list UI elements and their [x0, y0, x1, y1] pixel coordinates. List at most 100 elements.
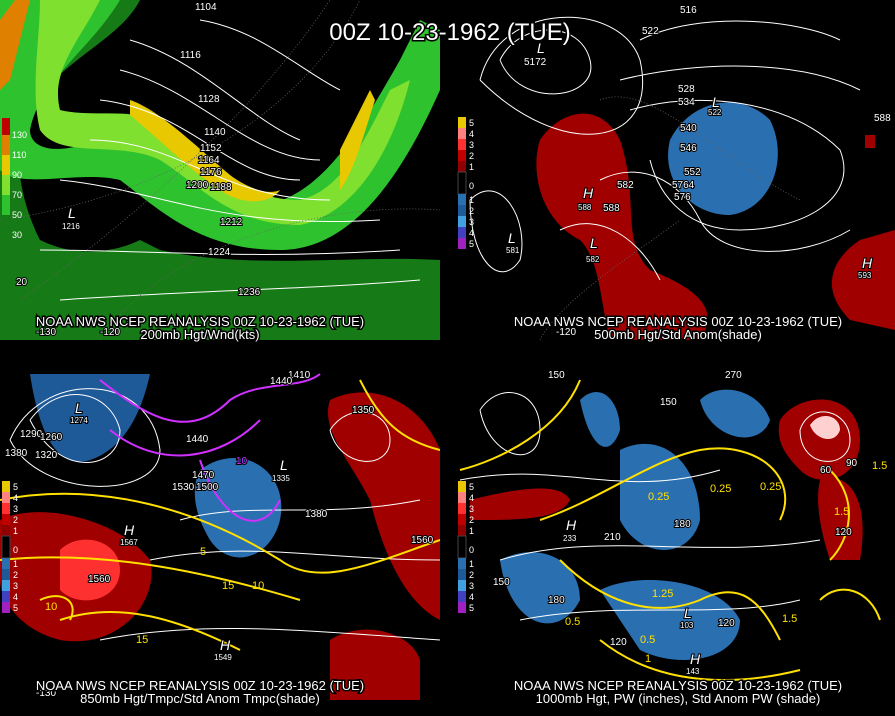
legend-label: 1 [469, 559, 474, 569]
legend-swatch [458, 525, 466, 536]
legend-label: 0 [469, 545, 474, 555]
subcaption: 850mb Hgt/Tmpc/Std Anom Tmpc(shade) [80, 691, 320, 706]
legend-swatch [458, 602, 466, 613]
legend-label: 1 [13, 526, 18, 536]
legend-label: 3 [469, 504, 474, 514]
lat-label: 20 [16, 277, 28, 288]
legend-swatch [458, 492, 466, 503]
anomaly-positive [330, 629, 420, 700]
temp-label: 10 [45, 601, 57, 613]
contour-label: 516 [680, 5, 697, 16]
high-value: 1549 [214, 653, 232, 662]
contour-label: 5764 [672, 180, 695, 191]
low-marker: L [280, 457, 288, 473]
high-marker: H [220, 637, 231, 653]
legend-label: 130 [12, 130, 27, 140]
anomaly-positive [470, 399, 863, 560]
legend-swatch [457, 171, 467, 195]
legend-label: 3 [13, 504, 18, 514]
legend: 5 4 3 2 1 0 1 2 3 4 5 [457, 117, 474, 249]
pw-label: 0.5 [640, 634, 655, 646]
legend-label: 5 [469, 239, 474, 249]
contour-label: 1560 [411, 535, 434, 546]
contour-label: 1140 [204, 127, 226, 138]
legend-label: 2 [469, 206, 474, 216]
contour-label: 546 [680, 143, 697, 154]
pw-label: 1.5 [872, 460, 887, 472]
low-value: 1335 [272, 474, 290, 483]
contour-label: 1152 [200, 143, 222, 154]
pw-label: 0.25 [760, 481, 781, 493]
legend-label: 3 [13, 581, 18, 591]
anomaly-positive [60, 539, 120, 601]
high-value: 588 [578, 203, 592, 212]
caption: NOAA NWS NCEP REANALYSIS 00Z 10-23-1962 … [36, 678, 364, 693]
legend-label: 1 [13, 559, 18, 569]
temp-label: 15 [222, 580, 234, 592]
legend-swatch [2, 580, 10, 591]
legend-swatch [2, 558, 10, 569]
legend-swatch [2, 569, 10, 580]
legend-swatch [2, 591, 10, 602]
low-value: 103 [680, 621, 694, 630]
anomaly-positive [810, 415, 840, 440]
legend-label: 5 [469, 603, 474, 613]
legend-label: 70 [12, 190, 22, 200]
contour-label: 60 [820, 465, 832, 476]
legend-swatch [2, 118, 10, 135]
legend-label: 2 [469, 151, 474, 161]
legend-swatch [458, 558, 466, 569]
wind-shade [340, 90, 375, 190]
contour-label: 1260 [40, 432, 63, 443]
legend-swatch [458, 503, 466, 514]
legend-label: 3 [469, 581, 474, 591]
legend-swatch [2, 195, 10, 215]
contour-label: 120 [835, 527, 852, 538]
contour-label: 1200 [186, 180, 209, 191]
high-marker: H [583, 185, 594, 201]
contour-label: 1104 [195, 2, 217, 13]
contour-label: 1212 [220, 217, 243, 228]
legend-label: 5 [13, 603, 18, 613]
legend-label: 1 [469, 195, 474, 205]
contour-label: 1440 [186, 434, 209, 445]
panel-850mb: L 1274 1290 1260 1380 1320 1410 1440 147… [0, 369, 441, 708]
high-marker: H [124, 522, 135, 538]
legend-label: 2 [13, 515, 18, 525]
legend-label: 90 [12, 170, 22, 180]
height-contour [39, 19, 421, 301]
contour-label: 522 [642, 26, 659, 37]
contour-label: 588 [874, 113, 891, 124]
legend-swatch [2, 514, 10, 525]
contour-label: 1440 [270, 376, 293, 387]
contour-label: 120 [610, 637, 627, 648]
contour-label: 1530 [172, 482, 195, 493]
contour-label: 1128 [198, 94, 220, 105]
panel-200mb: 1104 1116 1128 1140 1152 1164 1176 1188 … [0, 0, 441, 344]
legend-swatch [2, 155, 10, 175]
contour-label: 1380 [5, 448, 28, 459]
low-value: 522 [708, 108, 722, 117]
temp-contour [0, 379, 441, 651]
high-marker: H [862, 255, 873, 271]
legend-swatch [458, 238, 466, 249]
low-marker: L [68, 205, 76, 221]
contour-label: 588 [603, 203, 620, 214]
contour-label: 1176 [200, 167, 222, 178]
lon-label: -120 [556, 327, 576, 338]
lon-label: -130 [36, 327, 56, 338]
anomaly-positive [831, 230, 895, 330]
contour-label: 180 [548, 595, 565, 606]
low-value: 1216 [62, 222, 80, 231]
wind-shade [0, 0, 30, 90]
contour-label: 1350 [352, 405, 375, 416]
contour-label: 5172 [524, 57, 547, 68]
legend-swatch [2, 135, 10, 155]
panel-1000mb: 150 270 180 120 60 90 0.25 0.25 0.25 0.5… [457, 369, 887, 708]
legend-swatch [458, 161, 466, 172]
anomaly-positive [536, 113, 708, 341]
legend-label: 3 [469, 217, 474, 227]
legend: 5 4 3 2 1 0 1 2 3 4 5 [457, 481, 474, 613]
